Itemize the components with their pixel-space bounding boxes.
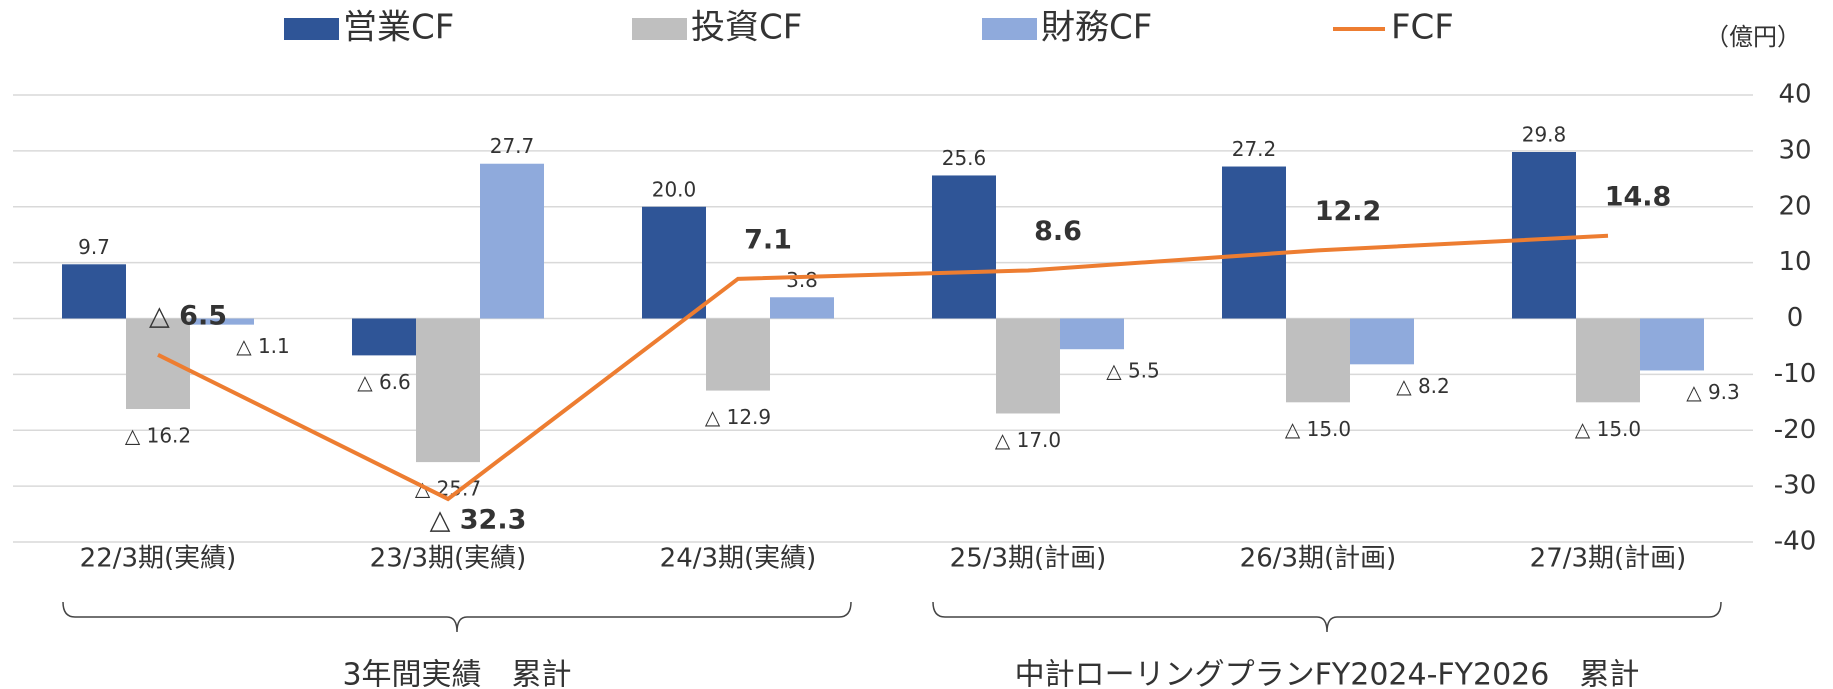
bar	[642, 206, 706, 319]
bar	[996, 318, 1060, 414]
data-label: 27.7	[490, 134, 535, 158]
data-label: 12.2	[1315, 196, 1382, 227]
y-tick-label: -30	[1774, 471, 1816, 501]
data-label: △ 32.3	[430, 504, 527, 535]
x-tick-label: 24/3期(実績)	[660, 544, 817, 574]
bar	[62, 264, 126, 319]
legend-swatch	[982, 18, 1037, 40]
data-label: 27.2	[1232, 137, 1277, 161]
legend-label: 営業CF	[343, 8, 454, 48]
y-tick-label: 20	[1778, 191, 1811, 221]
data-label: 14.8	[1605, 181, 1672, 212]
data-label: △ 9.3	[1686, 380, 1740, 404]
data-label: 25.6	[942, 146, 987, 170]
bar	[1286, 318, 1350, 403]
legend-label: 投資CF	[691, 8, 802, 48]
bar	[1222, 166, 1286, 319]
bar	[706, 318, 770, 391]
group-label: 中計ローリングプランFY2024-FY2026 累計	[1015, 658, 1640, 689]
x-tick-label: 27/3期(計画)	[1530, 544, 1687, 574]
y-tick-label: -10	[1774, 359, 1816, 389]
data-label: 29.8	[1522, 122, 1567, 146]
data-label: △ 1.1	[236, 334, 290, 358]
y-tick-label: -20	[1774, 415, 1816, 445]
x-tick-label: 23/3期(実績)	[370, 544, 527, 574]
bar	[1512, 151, 1576, 319]
bar	[416, 318, 480, 463]
x-tick-label: 22/3期(実績)	[80, 544, 237, 574]
line	[157, 233, 1609, 502]
data-label: △ 8.2	[1396, 374, 1450, 398]
data-label: △ 17.0	[995, 428, 1061, 452]
x-tick-label: 25/3期(計画)	[950, 544, 1107, 574]
bar	[1060, 318, 1124, 350]
bar	[480, 163, 544, 319]
legend-swatch	[284, 18, 339, 40]
bracket	[932, 601, 1722, 633]
data-label: △ 6.5	[149, 300, 227, 331]
bar	[352, 318, 416, 356]
y-tick-label: 0	[1787, 303, 1804, 333]
bar	[1576, 318, 1640, 403]
y-tick-label: -40	[1774, 527, 1816, 557]
legend-label: 財務CF	[1041, 8, 1152, 48]
legend-label: FCF	[1391, 8, 1454, 48]
group-label: 3年間実績 累計	[342, 658, 571, 689]
data-label: △ 12.9	[705, 405, 771, 429]
bar	[1350, 318, 1414, 365]
data-label: 20.0	[652, 177, 697, 201]
bracket	[62, 601, 852, 633]
x-tick-label: 26/3期(計画)	[1240, 544, 1397, 574]
data-label: 8.6	[1034, 216, 1082, 247]
bar	[190, 318, 254, 325]
data-label: 3.8	[786, 268, 818, 292]
y-tick-label: 10	[1778, 247, 1811, 277]
data-label: △ 5.5	[1106, 359, 1160, 383]
legend-swatch	[632, 18, 687, 40]
data-label: △ 6.6	[357, 370, 411, 394]
data-label: 7.1	[744, 224, 792, 255]
y-tick-label: 30	[1778, 135, 1811, 165]
data-label: △ 15.0	[1285, 417, 1351, 441]
bar	[932, 175, 996, 319]
y-tick-label: 40	[1778, 80, 1811, 110]
bar	[1640, 318, 1704, 371]
y-axis-label: （億円）	[1705, 23, 1801, 51]
data-label: 9.7	[78, 235, 110, 259]
data-label: △ 16.2	[125, 424, 191, 448]
data-label: △ 15.0	[1575, 417, 1641, 441]
bar	[770, 297, 834, 319]
